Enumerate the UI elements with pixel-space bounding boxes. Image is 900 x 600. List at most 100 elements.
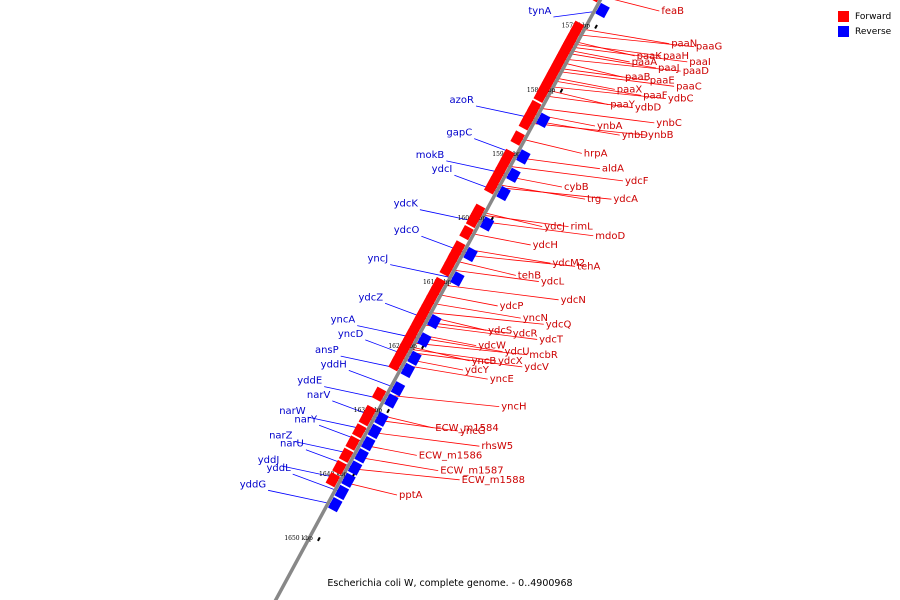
gene-label-ydcP: ydcP bbox=[500, 301, 524, 312]
gene-label-ydcM2: ydcM2 bbox=[552, 258, 585, 269]
gene-label-ydcX: ydcX bbox=[498, 356, 523, 367]
gene-label-paaD: paaD bbox=[683, 66, 710, 77]
gene-label-mcbR: mcbR bbox=[529, 350, 558, 361]
gene-label-paaI: paaI bbox=[689, 57, 711, 68]
gene-label-ydcL: ydcL bbox=[541, 277, 565, 288]
gene-label-yncE: yncE bbox=[490, 374, 514, 385]
gene-label-yddE: yddE bbox=[297, 376, 322, 387]
gene-block-ansP bbox=[400, 362, 416, 379]
gene-label-ydcH: ydcH bbox=[533, 240, 558, 251]
gene-label-ydcS: ydcS bbox=[488, 325, 512, 336]
gene-block-yncG bbox=[358, 411, 374, 427]
leader-line bbox=[491, 186, 612, 200]
gene-label-yncB: yncB bbox=[472, 356, 497, 367]
leader-line bbox=[555, 67, 648, 81]
gene-label-ydbC: ydbC bbox=[668, 94, 694, 105]
gene-label-ansP: ansP bbox=[315, 345, 339, 356]
leader-line bbox=[402, 351, 523, 368]
gene-block-yddJ bbox=[341, 472, 356, 488]
gene-label-narZ: narZ bbox=[269, 431, 293, 442]
leader-line bbox=[466, 232, 531, 246]
gene-blocks bbox=[325, 0, 610, 513]
leader-line bbox=[438, 284, 559, 301]
leader-line bbox=[428, 302, 521, 319]
gene-label-ydcJ: ydcJ bbox=[544, 222, 565, 233]
gene-label-yncD: yncD bbox=[338, 329, 364, 340]
gene-label-gapC: gapC bbox=[446, 128, 472, 139]
gene-label-ECW_m1584: ECW_m1584 bbox=[435, 423, 498, 434]
legend-reverse-label: Reverse bbox=[855, 26, 892, 37]
gene-block-yddE bbox=[384, 393, 399, 409]
gene-block-yncH bbox=[371, 386, 387, 402]
forward-swatch bbox=[838, 11, 849, 22]
gene-label-ydcA: ydcA bbox=[613, 194, 638, 205]
gene-block-yncD bbox=[407, 350, 422, 366]
genome-caption: Escherichia coli W, complete genome. - 0… bbox=[327, 578, 573, 589]
gene-block-yddH bbox=[390, 381, 406, 397]
gene-block-yddG bbox=[328, 496, 343, 513]
gene-label-aldA: aldA bbox=[602, 164, 624, 175]
gene-block-yncA bbox=[417, 332, 432, 348]
gene-label-ydcU: ydcU bbox=[505, 347, 530, 358]
gene-label-ECW_m1586: ECW_m1586 bbox=[419, 450, 482, 461]
gene-block-azoR bbox=[535, 112, 551, 128]
gene-label-cybB: cybB bbox=[564, 182, 589, 193]
gene-block-ydcI bbox=[496, 185, 511, 202]
gene-label-mokB: mokB bbox=[416, 150, 445, 161]
gene-label-ydcY: ydcY bbox=[465, 365, 490, 376]
leader-line bbox=[545, 85, 666, 99]
gene-label-paaE: paaE bbox=[650, 75, 675, 86]
gene-label-paaB: paaB bbox=[625, 72, 651, 83]
leader-line bbox=[540, 94, 633, 109]
reverse-swatch bbox=[838, 26, 849, 37]
gene-label-narW: narW bbox=[279, 406, 306, 417]
gene-block-narZ bbox=[354, 448, 369, 464]
gene-label-tehB: tehB bbox=[518, 270, 541, 281]
gene-label-trg: trg bbox=[587, 194, 601, 205]
gene-block-yncE bbox=[388, 356, 403, 372]
gene-label-feaB: feaB bbox=[661, 6, 684, 17]
legend-forward: Forward bbox=[838, 9, 898, 24]
gene-block-yncJ bbox=[450, 271, 465, 287]
gene-label-ydcR: ydcR bbox=[513, 328, 538, 339]
gene-label-ydcV: ydcV bbox=[524, 362, 549, 373]
gene-label-ynbB: ynbB bbox=[648, 130, 674, 141]
gene-block-narW bbox=[367, 423, 383, 440]
kbp-tick bbox=[317, 536, 321, 542]
gene-block-yddL bbox=[334, 484, 350, 501]
leader-line bbox=[573, 33, 694, 48]
gene-block-rhsW5 bbox=[351, 423, 367, 439]
gene-label-ydcF: ydcF bbox=[625, 176, 649, 187]
gene-label-mdoD: mdoD bbox=[595, 231, 625, 242]
gene-block-pptA bbox=[325, 472, 341, 488]
gene-label-ydcK: ydcK bbox=[394, 199, 419, 210]
leader-line bbox=[563, 52, 657, 69]
gene-block-narV bbox=[374, 411, 389, 427]
leader-line bbox=[403, 348, 497, 362]
gene-block-narU bbox=[347, 460, 363, 476]
gene-label-yddL: yddL bbox=[267, 463, 292, 474]
gene-label-paaK: paaK bbox=[637, 51, 663, 62]
leader-line bbox=[433, 293, 498, 307]
gene-block-ydcZ bbox=[427, 313, 442, 330]
gene-block-ydcH bbox=[459, 224, 474, 241]
gene-block-feaB bbox=[592, 0, 599, 3]
leader-line bbox=[558, 61, 624, 78]
gene-label-hrpA: hrpA bbox=[584, 148, 608, 159]
gene-label-ydbD: ydbD bbox=[635, 103, 662, 114]
gene-label-narU: narU bbox=[280, 439, 304, 450]
leader-line bbox=[268, 489, 336, 506]
leader-line bbox=[517, 137, 582, 154]
gene-label-paaF: paaF bbox=[643, 90, 668, 101]
gene-label-yncH: yncH bbox=[501, 402, 526, 413]
gene-block-ECW_m1588 bbox=[332, 459, 347, 476]
gene-label-ynbC: ynbC bbox=[656, 118, 682, 129]
gene-label-paaN: paaN bbox=[671, 39, 697, 50]
gene-label-ECW_m1588: ECW_m1588 bbox=[462, 475, 525, 486]
leader-line bbox=[565, 49, 630, 63]
gene-label-yncA: yncA bbox=[331, 315, 356, 326]
gene-label-paaG: paaG bbox=[696, 42, 722, 53]
legend-forward-label: Forward bbox=[855, 11, 892, 22]
gene-label-narV: narV bbox=[307, 390, 331, 401]
